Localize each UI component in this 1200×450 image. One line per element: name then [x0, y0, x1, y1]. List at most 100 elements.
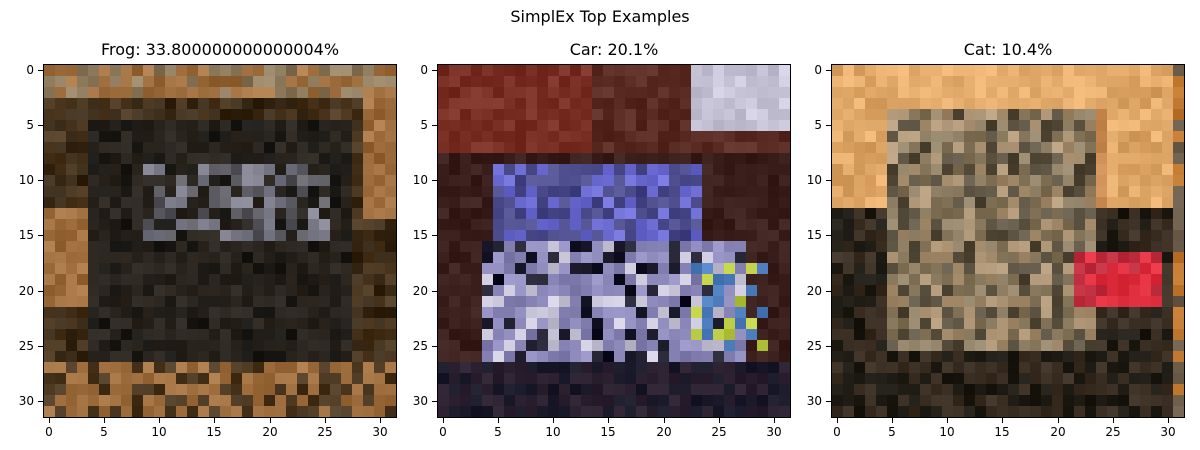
cat-image-pixel: [1063, 230, 1075, 242]
car-image-pixel: [625, 230, 637, 242]
cat-image-pixel: [832, 351, 844, 363]
cat-image-pixel: [843, 230, 855, 242]
car-image-pixel: [581, 98, 593, 110]
cat-image-pixel: [865, 175, 877, 187]
frog-image-pixel: [231, 76, 243, 88]
cat-y-tick-label: 20: [806, 284, 822, 298]
car-image-pixel: [724, 142, 736, 154]
car-image-pixel: [526, 384, 538, 396]
frog-image-pixel: [374, 87, 386, 99]
frog-image-pixel: [341, 142, 353, 154]
cat-image-pixel: [1052, 241, 1064, 253]
car-image-pixel: [526, 263, 538, 275]
cat-image-pixel: [975, 87, 987, 99]
car-image-pixel: [669, 153, 681, 165]
cat-image-pixel: [975, 384, 987, 396]
frog-image-pixel: [286, 373, 298, 385]
car-image-pixel: [680, 351, 692, 363]
frog-image-pixel: [66, 65, 78, 77]
cat-y-tick: [826, 235, 831, 236]
frog-image-pixel: [66, 406, 78, 417]
cat-image-pixel: [1052, 109, 1064, 121]
car-image-pixel: [746, 373, 758, 385]
car-image-pixel: [504, 340, 516, 352]
frog-image-pixel: [341, 164, 353, 176]
cat-image-pixel: [964, 164, 976, 176]
frog-image-pixel: [286, 76, 298, 88]
frog-image-pixel: [121, 329, 133, 341]
figure-suptitle: SimplEx Top Examples: [510, 7, 690, 26]
car-image-pixel: [603, 131, 615, 143]
car-image-pixel: [449, 285, 461, 297]
cat-image-pixel: [1140, 142, 1152, 154]
car-image-pixel: [504, 153, 516, 165]
cat-image-pixel: [1151, 175, 1163, 187]
frog-image-pixel: [220, 197, 232, 209]
cat-image-pixel: [920, 263, 932, 275]
frog-image-pixel: [132, 131, 144, 143]
cat-image-pixel: [1107, 373, 1119, 385]
cat-image-pixel: [1107, 76, 1119, 88]
car-image-pixel: [614, 164, 626, 176]
frog-image-pixel: [308, 87, 320, 99]
cat-image-pixel: [931, 65, 943, 77]
frog-image-pixel: [363, 329, 375, 341]
cat-image-pixel: [1085, 186, 1097, 198]
cat-image-pixel: [876, 307, 888, 319]
car-image-pixel: [592, 186, 604, 198]
cat-image-pixel: [909, 373, 921, 385]
frog-image-pixel: [198, 175, 210, 187]
frog-image-pixel: [121, 175, 133, 187]
cat-image-pixel: [975, 98, 987, 110]
cat-image-pixel: [1008, 164, 1020, 176]
frog-image-pixel: [308, 384, 320, 396]
car-image-pixel: [647, 351, 659, 363]
car-image-pixel: [570, 329, 582, 341]
frog-image-pixel: [209, 307, 221, 319]
cat-image-pixel: [1140, 65, 1152, 77]
car-image-pixel: [768, 131, 780, 143]
car-image-pixel: [570, 208, 582, 220]
car-image-pixel: [768, 76, 780, 88]
cat-image-pixel: [854, 87, 866, 99]
car-image-pixel: [493, 241, 505, 253]
car-x-tick: [719, 418, 720, 423]
cat-image-pixel: [1151, 164, 1163, 176]
frog-x-tick: [49, 418, 50, 423]
car-image-pixel: [559, 329, 571, 341]
cat-image-pixel: [1140, 373, 1152, 385]
cat-image-pixel: [1074, 98, 1086, 110]
cat-image-pixel: [942, 197, 954, 209]
frog-image-pixel: [110, 87, 122, 99]
cat-image-pixel: [1129, 142, 1141, 154]
cat-image-pixel: [1162, 175, 1174, 187]
cat-image-pixel: [986, 296, 998, 308]
car-image-pixel: [603, 186, 615, 198]
cat-image-pixel: [832, 318, 844, 330]
frog-image-pixel: [132, 197, 144, 209]
car-image-pixel: [592, 340, 604, 352]
car-image-pixel: [735, 142, 747, 154]
car-image-pixel: [647, 263, 659, 275]
cat-image-pixel: [865, 65, 877, 77]
cat-image-pixel: [1162, 362, 1174, 374]
cat-y-tick: [826, 291, 831, 292]
car-image-pixel: [482, 164, 494, 176]
car-image-pixel: [614, 329, 626, 341]
cat-image-pixel: [986, 252, 998, 264]
car-image-pixel: [559, 395, 571, 407]
car-image-pixel: [757, 120, 769, 132]
car-image-pixel: [515, 406, 527, 417]
car-image-pixel: [713, 186, 725, 198]
cat-image-pixel: [1129, 263, 1141, 275]
car-image-pixel: [515, 76, 527, 88]
frog-image-pixel: [132, 395, 144, 407]
cat-image-pixel: [942, 384, 954, 396]
frog-image-pixel: [121, 87, 133, 99]
cat-image-pixel: [1085, 197, 1097, 209]
car-image-pixel: [702, 362, 714, 374]
cat-image-pixel: [1041, 318, 1053, 330]
car-image-pixel: [702, 197, 714, 209]
car-image-pixel: [669, 406, 681, 417]
car-image-pixel: [581, 406, 593, 417]
